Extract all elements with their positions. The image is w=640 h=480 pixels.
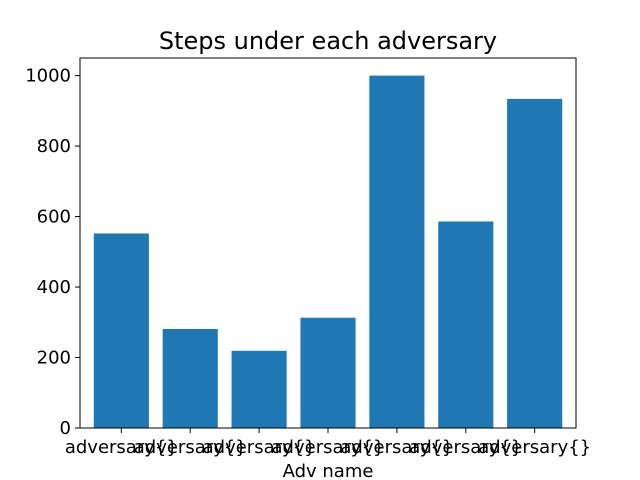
y-tick-label-3: 600 <box>37 207 71 228</box>
x-tick-label-0: adversary{} <box>65 437 178 458</box>
y-tick-label-2: 400 <box>37 277 71 298</box>
y-tick-label-0: 0 <box>60 418 71 439</box>
plot-frame <box>79 57 577 429</box>
bar-5 <box>438 221 494 428</box>
chart-title: Steps under each adversary <box>159 27 497 55</box>
y-tick-label-1: 200 <box>37 348 71 369</box>
bar-0 <box>93 233 149 428</box>
bar-2 <box>231 350 287 428</box>
y-tick-label-5: 1000 <box>25 66 71 87</box>
bar-4 <box>369 75 425 428</box>
bar-3 <box>300 317 356 428</box>
x-axis: adversary{}adversary{}adversary{}adversa… <box>65 428 591 458</box>
bar-6 <box>507 98 563 428</box>
x-tick-label-2: adversary{} <box>203 437 316 458</box>
y-tick-label-4: 800 <box>37 136 71 157</box>
x-tick-label-4: adversary{} <box>340 437 453 458</box>
bars-group <box>93 75 563 428</box>
x-tick-label-5: adversary{} <box>409 437 522 458</box>
x-tick-label-1: adversary{} <box>134 437 247 458</box>
bar-1 <box>162 328 218 428</box>
x-tick-label-3: adversary{} <box>272 437 385 458</box>
x-axis-label: Adv name <box>283 461 374 480</box>
y-axis: 0 200 400 600 800 1000 <box>25 66 80 439</box>
x-tick-label-6: adversary{} <box>478 437 591 458</box>
